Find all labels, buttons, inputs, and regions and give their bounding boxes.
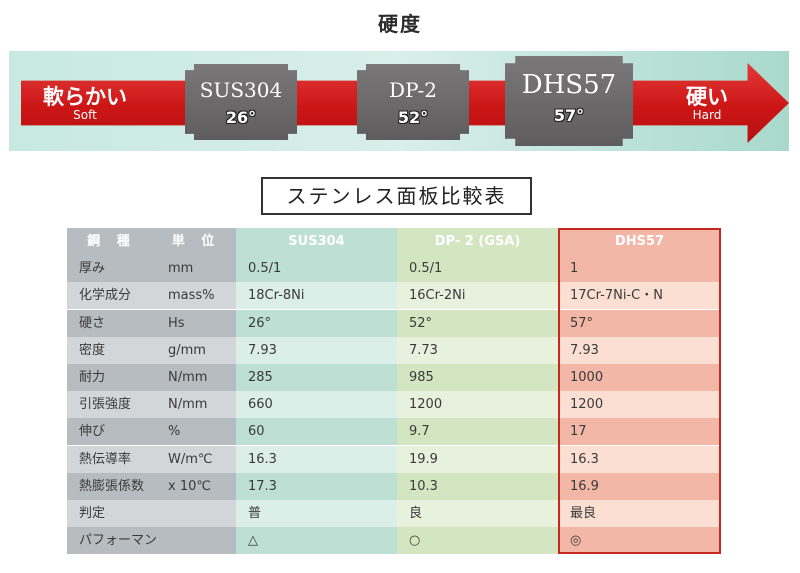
dhs57-value: 57°: [558, 309, 721, 337]
table-row: パフォーマンス △○◎: [67, 527, 721, 555]
badge-dp2: DP-2 52°: [357, 64, 469, 140]
dhs57-value: 1200: [558, 391, 721, 419]
table-row: 伸び% 60 9.7 17: [67, 418, 721, 446]
badge-value: 57°: [553, 106, 585, 125]
sus304-value: 普: [236, 500, 397, 527]
header-dhs57: DHS57: [558, 228, 721, 255]
table-row: 熱膨張係数 x 10℃ 17.3 10.3 16.9: [67, 472, 721, 500]
table-row: 密度 g/mm 7.93 7.73 7.93: [67, 336, 721, 364]
dp2-value: 9.7: [397, 418, 558, 446]
badge-sus304: SUS304 26°: [185, 64, 297, 140]
row-label: 硬さ: [67, 309, 156, 337]
sus304-value: 18Cr-8Ni: [236, 282, 397, 310]
row-unit: Hs: [156, 309, 236, 337]
sus304-value: 285: [236, 364, 397, 391]
dhs57-value: 最良: [558, 500, 721, 527]
hard-label-en: Hard: [692, 108, 722, 122]
row-label: 密度: [67, 336, 156, 364]
table-row: 熱伝導率 W/m℃ 16.3 19.9 16.3: [67, 445, 721, 473]
row-unit: x 10℃: [156, 472, 236, 500]
table-row: 化学成分 mass% 18Cr-8Ni 16Cr-2Ni 17Cr-7Ni-C・N: [67, 282, 721, 310]
dhs57-value: 16.9: [558, 472, 721, 500]
dp2-value: 16Cr-2Ni: [397, 282, 558, 310]
dhs57-value: 17: [558, 418, 721, 446]
row-label: 厚み: [67, 255, 156, 283]
header-unit: 単 位: [156, 228, 236, 255]
badge-name: DHS57: [521, 70, 617, 100]
sus304-value: 7.93: [236, 336, 397, 364]
dp2-value: 7.73: [397, 336, 558, 364]
dp2-value: ○: [397, 527, 558, 555]
badge-name: SUS304: [199, 78, 283, 102]
header-steel-type: 鋼 種: [67, 228, 156, 255]
row-label: 化学成分: [67, 282, 156, 310]
dhs57-value: 16.3: [558, 445, 721, 473]
dp2-value: 19.9: [397, 445, 558, 473]
dp2-value: 0.5/1: [397, 255, 558, 283]
row-unit: %: [156, 418, 236, 446]
badge-value: 26°: [225, 108, 257, 127]
soft-label-en: Soft: [73, 108, 97, 122]
table-row: 判定 普良最良: [67, 500, 721, 527]
sus304-value: 17.3: [236, 472, 397, 500]
row-label: 熱伝導率: [67, 445, 156, 473]
dhs57-value: 7.93: [558, 336, 721, 364]
table-row: 厚み mm 0.5/1 0.5/1 1: [67, 255, 721, 283]
header-sus304: SUS304: [236, 228, 397, 255]
row-label: 耐力: [67, 364, 156, 391]
soft-label: 軟らかい Soft: [30, 84, 140, 123]
sus304-value: 26°: [236, 309, 397, 337]
dp2-value: 52°: [397, 309, 558, 337]
table-row: 硬さ Hs 26° 52° 57°: [67, 309, 721, 337]
dp2-value: 10.3: [397, 472, 558, 500]
soft-label-jp: 軟らかい: [43, 84, 127, 109]
row-label: 引張強度: [67, 391, 156, 419]
row-unit: [156, 500, 236, 527]
table-title: ステンレス面板比較表: [261, 177, 532, 215]
table-header-row: 鋼 種 単 位 SUS304 DP- 2 (GSA) DHS57: [67, 228, 721, 255]
sus304-value: 0.5/1: [236, 255, 397, 283]
row-unit: mm: [156, 255, 236, 283]
table-row: 耐力 N/mm 285 985 1000: [67, 364, 721, 391]
badge-value: 52°: [397, 108, 429, 127]
dhs57-value: 1: [558, 255, 721, 283]
header-dp2: DP- 2 (GSA): [397, 228, 558, 255]
badge-name: DP-2: [389, 78, 437, 102]
sus304-value: △: [236, 527, 397, 555]
dp2-value: 985: [397, 364, 558, 391]
dhs57-value: ◎: [558, 527, 721, 555]
dhs57-value: 1000: [558, 364, 721, 391]
row-label: 判定: [67, 500, 156, 527]
row-label: パフォーマンス: [67, 527, 156, 555]
row-unit: N/mm: [156, 391, 236, 419]
sus304-value: 60: [236, 418, 397, 446]
row-unit: g/mm: [156, 336, 236, 364]
hard-label-jp: 硬い: [686, 84, 728, 109]
comparison-table: 鋼 種 単 位 SUS304 DP- 2 (GSA) DHS57 厚み mm 0.5…: [67, 228, 721, 555]
row-unit: mass%: [156, 282, 236, 310]
row-unit: W/m℃: [156, 445, 236, 473]
sus304-value: 16.3: [236, 445, 397, 473]
dp2-value: 良: [397, 500, 558, 527]
row-unit: [156, 527, 236, 555]
hard-label: 硬い Hard: [672, 84, 742, 123]
dp2-value: 1200: [397, 391, 558, 419]
row-label: 伸び: [67, 418, 156, 446]
sus304-value: 660: [236, 391, 397, 419]
dhs57-value: 17Cr-7Ni-C・N: [558, 282, 721, 310]
badge-dhs57: DHS57 57°: [505, 56, 633, 146]
row-label: 熱膨張係数: [67, 472, 156, 500]
table-row: 引張強度 N/mm 660 1200 1200: [67, 391, 721, 419]
hardness-title: 硬度: [378, 12, 422, 36]
row-unit: N/mm: [156, 364, 236, 391]
